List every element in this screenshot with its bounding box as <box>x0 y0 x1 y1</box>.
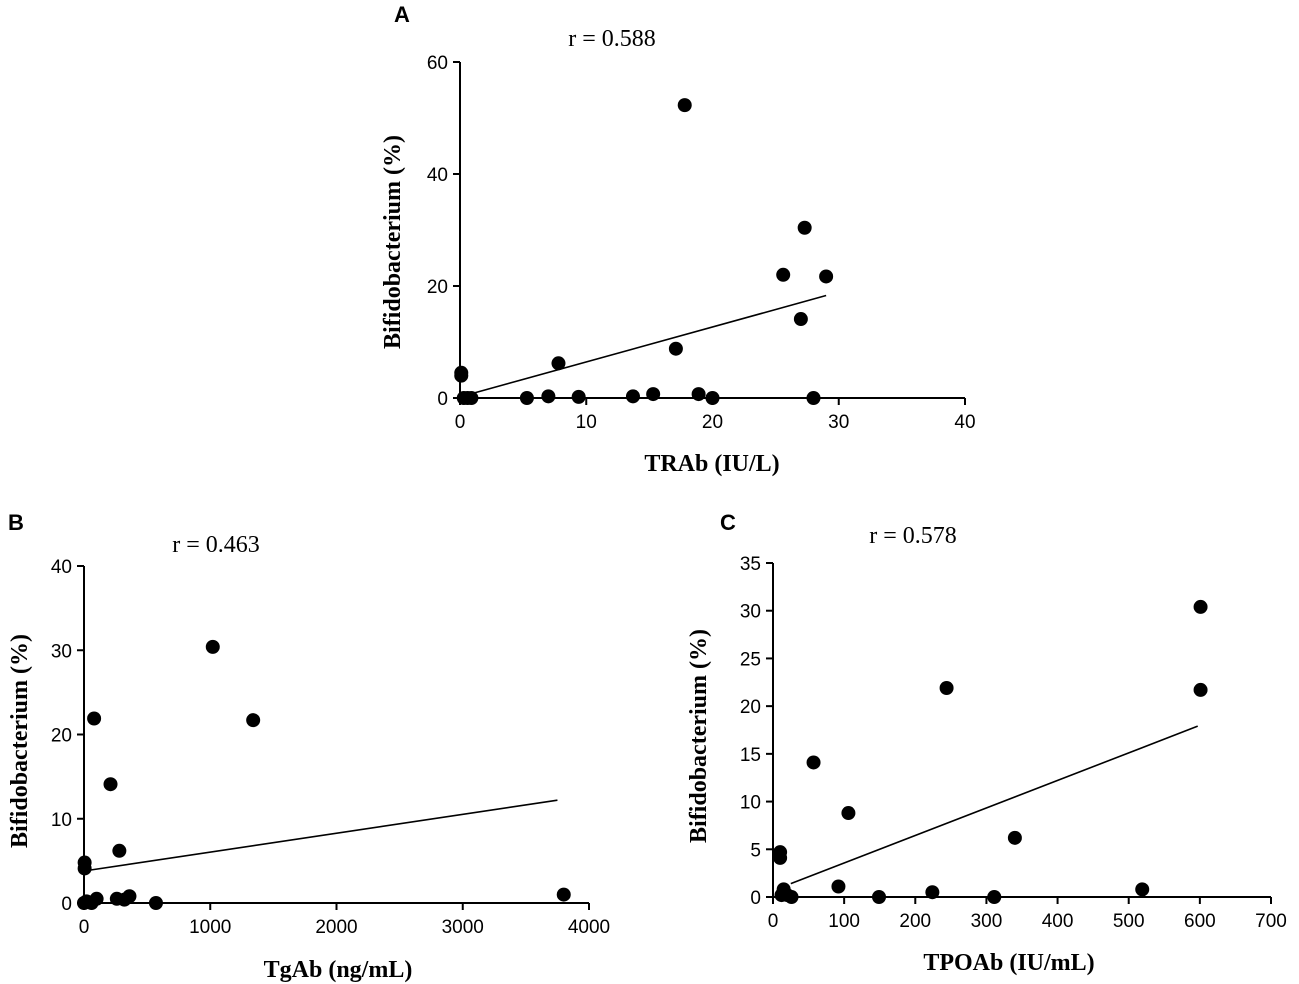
panel-label: B <box>8 510 24 535</box>
data-point <box>454 368 469 383</box>
y-tick-label: 20 <box>427 277 448 298</box>
panel-c: C r = 0.578 TPOAb (IU/mL) Bifidobacteriu… <box>686 510 1287 976</box>
y-tick-label: 5 <box>750 840 761 861</box>
x-tick-label: 300 <box>971 911 1003 932</box>
data-point <box>571 389 586 404</box>
x-tick-label: 0 <box>455 412 466 433</box>
y-tick-label: 0 <box>750 888 761 909</box>
data-point <box>872 890 887 904</box>
data-point <box>551 356 566 371</box>
x-tick-label: 500 <box>1113 911 1145 932</box>
data-point <box>925 885 940 900</box>
y-tick-label: 15 <box>740 745 761 766</box>
y-axis-title: Bifidobacterium (%) <box>380 135 406 349</box>
x-tick-label: 40 <box>954 412 975 433</box>
x-tick-label: 200 <box>899 911 931 932</box>
x-tick-label: 4000 <box>568 917 610 938</box>
data-point <box>205 639 220 654</box>
y-tick-label: 40 <box>427 165 448 186</box>
data-point <box>691 387 706 402</box>
data-point <box>793 312 808 327</box>
data-point <box>831 879 846 894</box>
data-point <box>556 887 571 902</box>
data-point <box>464 391 479 405</box>
regression-line <box>83 799 558 872</box>
data-point <box>246 713 261 728</box>
correlation-annotation: r = 0.463 <box>172 532 260 558</box>
data-point <box>939 681 954 696</box>
data-point <box>773 850 788 865</box>
data-point <box>148 896 163 910</box>
data-point <box>1135 882 1150 897</box>
x-tick-label: 3000 <box>442 917 484 938</box>
panel-label: A <box>394 2 410 27</box>
data-point <box>646 387 661 402</box>
y-tick-label: 30 <box>740 602 761 623</box>
y-tick-label: 20 <box>51 726 72 747</box>
data-point <box>122 889 137 904</box>
data-point <box>841 806 856 821</box>
data-point <box>677 98 692 113</box>
x-tick-label: 0 <box>768 911 779 932</box>
x-tick-label: 100 <box>828 911 860 932</box>
data-point <box>806 755 821 770</box>
y-tick-label: 30 <box>51 641 72 662</box>
data-point <box>784 890 799 904</box>
x-axis-title: TRAb (IU/L) <box>644 451 779 477</box>
data-point <box>705 391 720 405</box>
correlation-annotation: r = 0.588 <box>568 26 656 52</box>
y-axis-title: Bifidobacterium (%) <box>686 629 712 843</box>
x-tick-label: 600 <box>1184 911 1216 932</box>
data-point <box>87 711 102 726</box>
panel-b: B r = 0.463 TgAb (ng/mL) Bifidobacterium… <box>7 510 610 983</box>
regression-line <box>790 725 1199 885</box>
data-point <box>987 890 1002 904</box>
data-point <box>625 389 640 404</box>
x-axis-title: TgAb (ng/mL) <box>264 957 413 983</box>
data-point <box>668 341 683 356</box>
data-point <box>1007 830 1022 845</box>
x-axis-title: TPOAb (IU/mL) <box>923 950 1094 976</box>
y-axis-title: Bifidobacterium (%) <box>7 634 33 848</box>
x-tick-label: 700 <box>1255 911 1287 932</box>
data-point <box>519 391 534 405</box>
x-tick-label: 2000 <box>315 917 357 938</box>
y-tick-label: 20 <box>740 697 761 718</box>
panel-label: C <box>720 510 736 535</box>
y-tick-label: 10 <box>740 793 761 814</box>
y-tick-label: 35 <box>740 554 761 575</box>
data-point <box>806 391 821 405</box>
x-tick-label: 30 <box>828 412 849 433</box>
y-tick-label: 25 <box>740 649 761 670</box>
data-point <box>112 843 127 858</box>
x-tick-label: 400 <box>1042 911 1074 932</box>
data-point <box>89 891 104 906</box>
data-point <box>1193 599 1208 614</box>
y-tick-label: 0 <box>437 389 448 410</box>
regression-line <box>459 294 827 398</box>
data-point <box>797 220 812 235</box>
x-tick-label: 1000 <box>189 917 231 938</box>
y-tick-label: 60 <box>427 53 448 74</box>
data-point <box>77 861 92 876</box>
data-point <box>776 267 791 282</box>
data-point <box>1193 682 1208 697</box>
x-tick-label: 10 <box>576 412 597 433</box>
data-point <box>819 269 834 284</box>
y-tick-label: 0 <box>61 894 72 915</box>
data-point <box>541 389 556 404</box>
x-tick-label: 20 <box>702 412 723 433</box>
y-tick-label: 10 <box>51 810 72 831</box>
y-tick-label: 40 <box>51 557 72 578</box>
panel-a: A r = 0.588 TRAb (IU/L) Bifidobacterium … <box>380 2 976 477</box>
correlation-annotation: r = 0.578 <box>869 523 957 549</box>
data-point <box>103 777 118 792</box>
x-tick-label: 0 <box>79 917 90 938</box>
